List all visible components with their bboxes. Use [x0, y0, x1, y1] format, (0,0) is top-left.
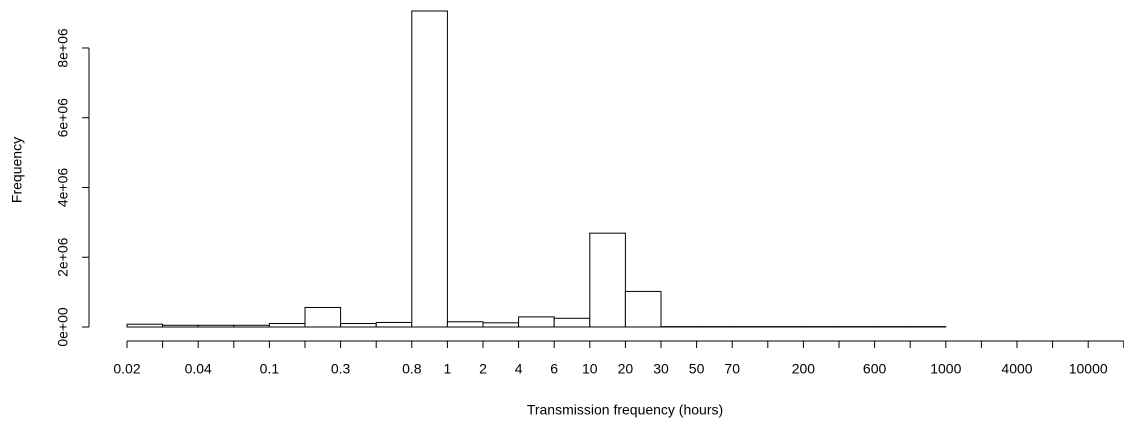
- bar: [411, 10, 448, 328]
- x-tick-label: 4000: [1001, 361, 1032, 377]
- bar: [268, 323, 306, 328]
- bar: [553, 317, 591, 328]
- x-tick-label: 0.3: [331, 361, 351, 377]
- x-tick-label: 0.04: [185, 361, 212, 377]
- bar: [162, 324, 199, 328]
- x-tick-label: 0.8: [402, 361, 422, 377]
- bar: [482, 322, 520, 328]
- x-tick-label: 1000: [930, 361, 961, 377]
- bar: [340, 323, 377, 328]
- x-tick-label: 200: [792, 361, 816, 377]
- y-tick-label: 0e+00: [55, 307, 71, 347]
- bar: [518, 316, 555, 328]
- bar: [624, 290, 662, 328]
- bar: [126, 323, 164, 328]
- bar: [589, 232, 626, 328]
- x-tick-label: 10: [582, 361, 598, 377]
- y-tick-label: 2e+06: [55, 237, 71, 277]
- x-axis-title: Transmission frequency (hours): [527, 402, 723, 418]
- x-tick-label: 10000: [1069, 361, 1108, 377]
- y-axis-title: Frequency: [9, 137, 25, 203]
- bar: [197, 324, 235, 328]
- bar: [233, 324, 270, 328]
- x-tick-label: 2: [479, 361, 487, 377]
- y-tick-label: 4e+06: [55, 168, 71, 208]
- x-tick-label: 6: [550, 361, 558, 377]
- x-tick-label: 50: [689, 361, 705, 377]
- bar: [446, 321, 484, 328]
- x-tick-label: 70: [724, 361, 740, 377]
- y-tick-label: 8e+06: [55, 28, 71, 68]
- x-tick-label: 30: [653, 361, 669, 377]
- x-tick-label: 1: [444, 361, 452, 377]
- bar: [375, 321, 413, 328]
- x-tick-label: 600: [863, 361, 887, 377]
- x-tick-label: 0.02: [113, 361, 140, 377]
- x-tick-label: 20: [618, 361, 634, 377]
- bar: [304, 306, 342, 328]
- x-tick-label: 4: [515, 361, 523, 377]
- y-tick-label: 6e+06: [55, 98, 71, 138]
- x-tick-label: 0.1: [260, 361, 280, 377]
